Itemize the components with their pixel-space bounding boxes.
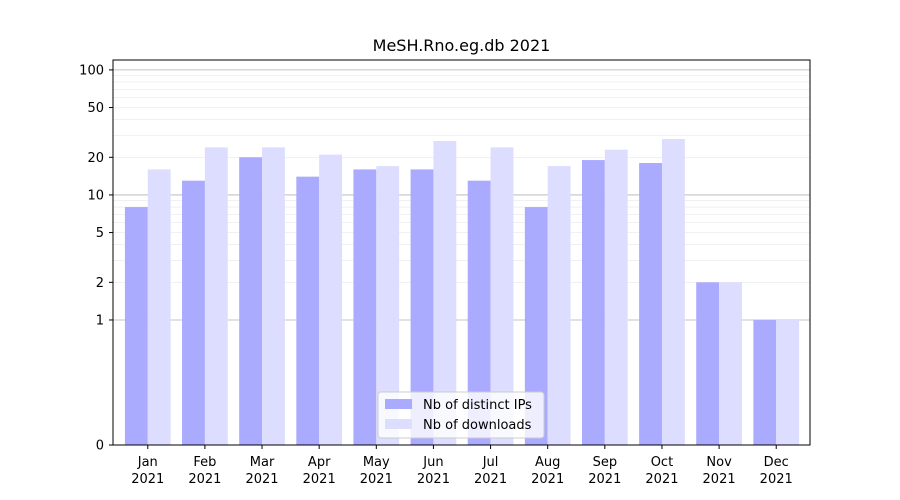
x-tick-label-year: 2021 (531, 472, 564, 487)
x-tick-label-year: 2021 (245, 472, 278, 487)
y-tick-label: 50 (87, 101, 104, 116)
legend-box (377, 391, 545, 439)
y-tick-label: 20 (87, 151, 104, 166)
bar-distinct-ips-jan (124, 207, 148, 445)
grid-lines (113, 69, 810, 321)
x-tick-label-year: 2021 (303, 472, 336, 487)
bar-distinct-ips-jul (467, 180, 491, 445)
y-tick-label: 100 (79, 63, 104, 78)
x-tick-label-year: 2021 (474, 472, 507, 487)
legend: Nb of distinct IPs Nb of downloads (377, 391, 545, 439)
bar-distinct-ips-nov (696, 282, 720, 445)
bar-distinct-ips-feb (182, 180, 205, 445)
bar-distinct-ips-aug (524, 207, 548, 445)
bar-distinct-ips-mar (239, 157, 263, 445)
chart-title: MeSH.Rno.eg.db 2021 (373, 36, 551, 55)
plot-frame (112, 59, 811, 446)
y-tick-label: 0 (96, 439, 104, 454)
x-tick-label-month: Jul (482, 455, 499, 470)
y-tick-label: 2 (96, 276, 104, 291)
bar-distinct-ips-may (353, 169, 377, 445)
x-tick-label-month: Nov (706, 455, 732, 470)
legend-label: Nb of downloads (423, 418, 532, 433)
bars (124, 139, 800, 446)
bar-distinct-ips-jun (410, 169, 434, 445)
x-tick-label-month: May (363, 455, 390, 470)
x-tick-label-month: Mar (250, 455, 275, 470)
x-axis: Jan 2021 Feb 2021 Mar 2021 Apr 2021 May 2021 Jun 20… (131, 445, 793, 487)
x-tick-label-month: Dec (764, 455, 789, 470)
x-tick-label-year: 2021 (703, 472, 736, 487)
bar-downloads-sep (604, 149, 628, 446)
x-tick-label-year: 2021 (188, 472, 221, 487)
bar-downloads-aug (547, 166, 571, 445)
y-axis: 0 1 2 5 10 20 50 100 (79, 63, 113, 454)
x-tick-label-month: Oct (651, 455, 673, 470)
x-tick-label-month: Aug (535, 455, 560, 470)
x-tick-label-year: 2021 (645, 472, 678, 487)
x-tick-label-month: Jun (422, 455, 443, 470)
bar-distinct-ips-apr (296, 176, 320, 445)
x-tick-label-year: 2021 (417, 472, 450, 487)
legend-swatch (385, 419, 412, 429)
x-tick-label-month: Jan (137, 455, 158, 470)
x-tick-label-year: 2021 (760, 472, 793, 487)
bar-downloads-dec (776, 319, 800, 445)
bar-downloads-nov (719, 282, 742, 445)
y-tick-label: 10 (87, 188, 104, 203)
bar-downloads-jan (147, 169, 171, 445)
bar-downloads-jun (433, 140, 457, 445)
bar-downloads-jul (490, 147, 514, 446)
x-tick-label-month: Apr (308, 455, 331, 470)
legend-swatch (385, 399, 412, 409)
x-tick-label-year: 2021 (131, 472, 164, 487)
bar-downloads-feb (204, 147, 228, 446)
x-tick-label-month: Sep (593, 455, 618, 470)
x-tick-label-year: 2021 (588, 472, 621, 487)
x-tick-label-year: 2021 (360, 472, 393, 487)
x-tick-label-month: Feb (193, 455, 216, 470)
y-tick-label: 1 (96, 313, 104, 328)
legend-label: Nb of distinct IPs (423, 398, 532, 413)
bar-downloads-mar (262, 147, 285, 446)
y-tick-label: 5 (96, 226, 104, 241)
bar-distinct-ips-oct (639, 163, 662, 445)
bar-downloads-apr (319, 154, 343, 446)
bar-distinct-ips-dec (753, 319, 777, 445)
bar-distinct-ips-sep (581, 160, 605, 445)
bar-downloads-oct (661, 139, 685, 445)
bar-downloads-may (376, 166, 400, 445)
